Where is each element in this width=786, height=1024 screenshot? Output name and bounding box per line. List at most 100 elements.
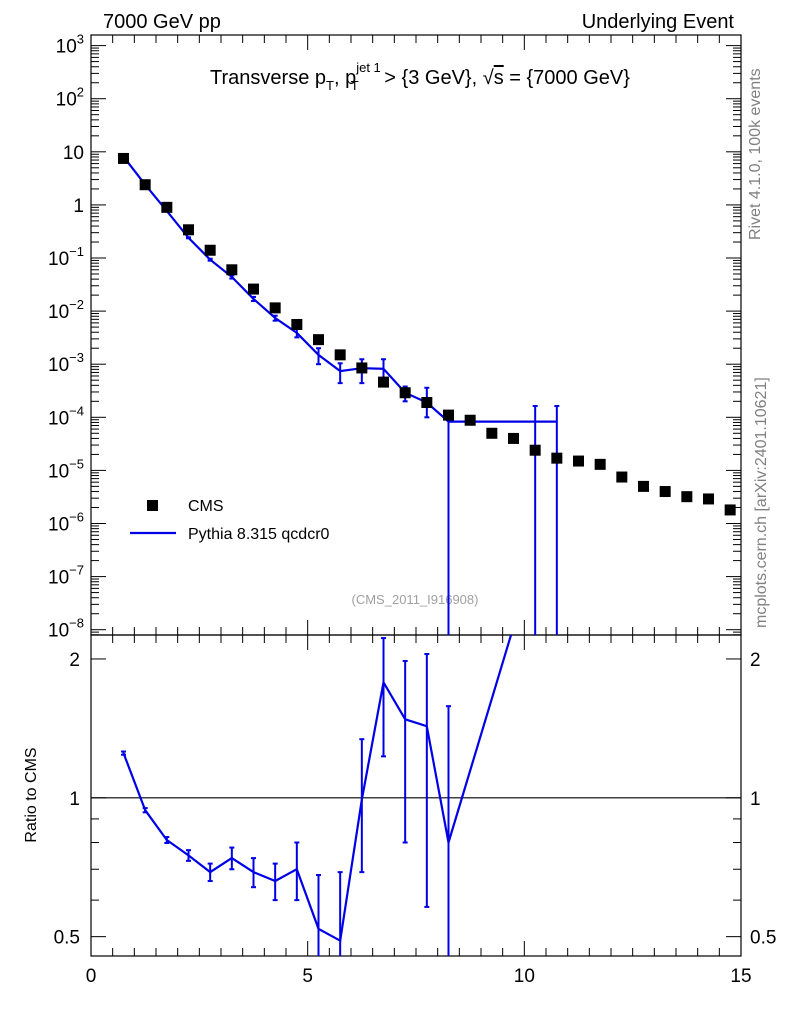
ratio-y-axis [91, 658, 741, 938]
main-y-tick-label: 10−4 [48, 403, 84, 429]
cms-marker [139, 179, 151, 191]
x-tick-label: 15 [730, 966, 751, 987]
title-sep: , p [334, 67, 356, 89]
cms-marker [529, 444, 541, 456]
mcplots-side-label: mcplots.cern.ch [arXiv:2401.10621] [753, 377, 770, 628]
cms-marker [594, 458, 606, 470]
cms-marker [508, 432, 519, 444]
cms-data-points [118, 152, 736, 516]
main-y-tick-labels: 10−810−710−610−510−410−310−210−111010210… [48, 32, 84, 642]
ratio-y-tick-label-right: 0.5 [750, 928, 776, 949]
header-left: 7000 GeV pp [103, 11, 221, 33]
cms-marker [378, 376, 389, 388]
ratio-y-tick-labels-left: 0.5 1 2 [54, 650, 80, 949]
main-y-tick-label: 102 [56, 85, 84, 111]
title-s: s [494, 67, 504, 89]
y-tick-exponent: −1 [69, 244, 84, 259]
cms-marker [334, 349, 346, 361]
title-sub1: T [326, 78, 334, 93]
y-tick-exponent: −3 [69, 350, 84, 365]
main-y-tick-label: 10−1 [48, 244, 84, 270]
y-tick-base: 10 [56, 37, 77, 58]
x-tick-label: 0 [86, 966, 97, 987]
main-panel-frame [90, 34, 742, 636]
title-sqrt: √ [483, 67, 494, 89]
cms-marker [291, 318, 303, 330]
ratio-panel-frame [90, 634, 742, 957]
y-tick-exponent: −8 [69, 616, 84, 631]
cms-marker [313, 334, 324, 346]
cms-marker [486, 427, 498, 439]
main-y-tick-label: 10 [63, 143, 84, 164]
main-y-tick-label: 10−8 [48, 616, 84, 642]
cms-marker [443, 409, 454, 421]
y-tick-base: 10 [48, 514, 69, 535]
ratio-x-axis [90, 635, 742, 956]
main-y-tick-label: 10−5 [48, 456, 84, 482]
analysis-id: (CMS_2011_I916908) [352, 592, 479, 607]
y-tick-base: 10 [48, 461, 69, 482]
y-tick-base: 10 [48, 621, 69, 642]
main-y-tick-label: 1 [73, 196, 84, 217]
ratio-y-label: Ratio to CMS [23, 747, 40, 842]
cms-marker [204, 244, 216, 256]
title-energy: = {7000 GeV} [504, 67, 631, 89]
main-y-tick-label: 10−7 [48, 563, 84, 589]
header-right: Underlying Event [582, 11, 735, 33]
legend-cms-label: CMS [188, 498, 224, 515]
mc-series-ratio [121, 635, 513, 956]
ratio-y-tick-label-right: 2 [750, 650, 761, 671]
y-tick-exponent: −2 [69, 297, 84, 312]
cms-marker [573, 455, 584, 467]
y-tick-base: 10 [56, 90, 77, 111]
cms-marker [399, 387, 411, 399]
cms-marker [616, 471, 628, 483]
y-tick-base: 10 [48, 568, 69, 589]
y-tick-exponent: 2 [77, 85, 84, 100]
x-tick-label: 5 [302, 966, 313, 987]
y-tick-exponent: −5 [69, 456, 84, 471]
y-tick-base: 10 [48, 249, 69, 270]
cms-marker [638, 480, 649, 492]
ratio-y-tick-label-right: 1 [750, 789, 761, 810]
main-y-tick-label: 103 [56, 32, 84, 58]
cms-marker [269, 302, 281, 314]
ratio-y-tick-label-left: 2 [69, 650, 80, 671]
cms-marker [161, 201, 173, 213]
legend-cms-marker [147, 500, 158, 511]
cms-marker [248, 283, 259, 295]
cms-marker [183, 224, 194, 236]
cms-marker [659, 486, 671, 498]
ratio-y-tick-labels-right: 0.5 1 2 [750, 650, 776, 949]
legend: CMS Pythia 8.315 qcdcr0 [130, 498, 330, 543]
main-y-tick-label: 10−3 [48, 350, 84, 376]
main-y-tick-label: 10−6 [48, 509, 84, 535]
cms-marker [464, 414, 476, 426]
ratio-y-tick-label-left: 1 [69, 789, 80, 810]
cms-marker [681, 491, 693, 503]
main-y-tick-label: 10−2 [48, 297, 84, 323]
title-sub2: T [351, 78, 359, 93]
x-tick-labels: 0 5 10 15 [86, 966, 752, 987]
title-prefix: Transverse p [210, 67, 326, 89]
cms-marker [551, 452, 563, 464]
y-tick-exponent: 3 [77, 32, 84, 47]
y-tick-exponent: −6 [69, 509, 84, 524]
ratio-y-tick-label-left: 0.5 [54, 928, 80, 949]
title-sup2: jet 1 [355, 60, 381, 75]
y-tick-base: 10 [48, 355, 69, 376]
cms-marker [421, 396, 433, 408]
rivet-side-label: Rivet 4.1.0, 100k events [747, 68, 764, 240]
y-tick-exponent: −4 [69, 403, 84, 418]
cms-marker [226, 264, 238, 276]
cms-marker [724, 504, 736, 516]
legend-mc-label: Pythia 8.315 qcdcr0 [188, 526, 330, 543]
main-x-axis-ticks [90, 35, 742, 635]
y-tick-exponent: −7 [69, 563, 84, 578]
cms-marker [356, 362, 368, 374]
y-tick-base: 10 [48, 408, 69, 429]
title-cut: > {3 GeV}, [379, 67, 483, 89]
cms-marker [703, 493, 714, 505]
